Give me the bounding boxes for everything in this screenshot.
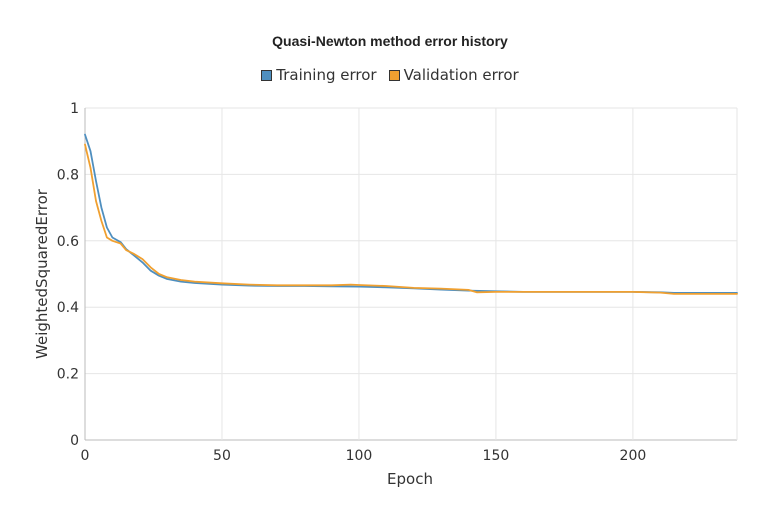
training-error-line <box>84 133 738 294</box>
tick-labels: 0 0.2 0.4 0.6 0.8 1 0 50 100 150 200 <box>57 101 647 464</box>
x-tick-label: 50 <box>213 448 231 464</box>
legend-label-training: Training error <box>276 66 377 84</box>
chart-legend: Training error Validation error <box>0 66 780 84</box>
x-tick-label: 200 <box>620 448 647 464</box>
x-tick-label: 0 <box>81 448 90 464</box>
y-tick-label: 0 <box>70 433 79 449</box>
legend-swatch-training <box>261 69 273 81</box>
legend-item-validation[interactable]: Validation error <box>388 66 519 84</box>
validation-error-line <box>84 143 738 295</box>
x-tick-label: 150 <box>483 448 510 464</box>
y-tick-label: 0.8 <box>57 167 79 183</box>
y-tick-label: 0.6 <box>57 234 79 250</box>
grid-lines <box>84 107 738 441</box>
y-tick-label: 1 <box>70 101 79 117</box>
series-lines <box>84 133 738 295</box>
x-axis-label: Epoch <box>387 470 433 488</box>
legend-label-validation: Validation error <box>403 66 519 84</box>
y-tick-label: 0.2 <box>57 367 79 383</box>
legend-swatch-validation <box>388 69 400 81</box>
chart-title: Quasi-Newton method error history <box>272 33 508 49</box>
x-tick-label: 100 <box>346 448 373 464</box>
y-axis-label: WeightedSquaredError <box>33 188 51 359</box>
legend-item-training[interactable]: Training error <box>261 66 377 84</box>
y-tick-label: 0.4 <box>57 300 79 316</box>
